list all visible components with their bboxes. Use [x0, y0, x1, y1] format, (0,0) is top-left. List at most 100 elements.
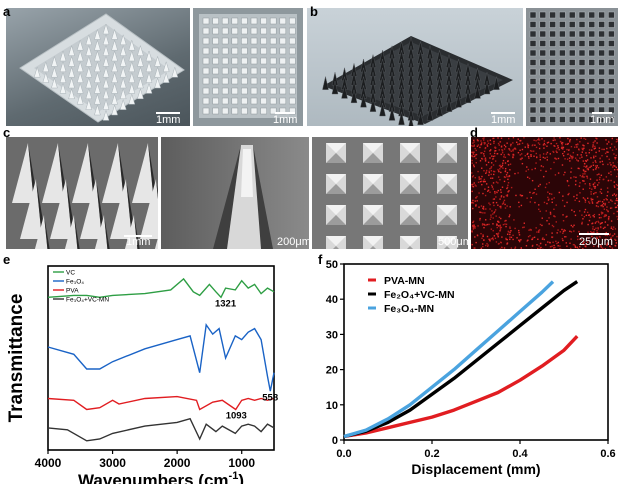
element-dot	[484, 194, 487, 197]
element-dot	[538, 231, 540, 233]
element-dot	[538, 208, 540, 211]
element-dot	[576, 235, 579, 238]
element-dot	[577, 248, 579, 249]
grid-cell	[250, 107, 258, 115]
grid-cell	[529, 49, 537, 57]
grid-cell	[279, 37, 287, 45]
element-dot	[601, 160, 604, 163]
needle-tip	[455, 94, 462, 108]
element-dot	[498, 170, 500, 173]
grid-cell	[529, 68, 537, 76]
element-dot	[602, 205, 604, 208]
element-dot	[484, 147, 487, 150]
element-dot	[607, 163, 609, 166]
element-dot	[499, 228, 502, 230]
element-dot	[600, 222, 602, 224]
grid-cell	[250, 17, 258, 25]
grid-cell	[289, 37, 296, 45]
grid-cell	[289, 77, 296, 85]
grid-cell	[202, 87, 210, 95]
element-dot	[592, 169, 595, 171]
element-dot	[500, 171, 502, 174]
element-dot	[475, 185, 477, 187]
element-dot	[556, 151, 558, 154]
element-dot	[606, 244, 608, 246]
element-dot	[476, 200, 478, 202]
element-dot	[553, 137, 555, 139]
element-dot	[472, 185, 475, 188]
element-dot	[490, 238, 493, 240]
element-dot	[505, 238, 507, 241]
grid-cell	[578, 21, 586, 28]
element-dot	[610, 237, 612, 239]
element-dot	[547, 196, 549, 199]
element-dot	[586, 197, 589, 199]
element-dot	[607, 151, 609, 153]
element-dot	[542, 156, 545, 159]
element-dot	[471, 230, 473, 232]
grid-cell	[241, 27, 248, 35]
element-dot	[486, 144, 488, 146]
grid-cell	[221, 27, 229, 35]
element-dot	[492, 201, 495, 204]
grid-cell	[549, 97, 556, 104]
element-dot	[591, 202, 594, 204]
element-dot	[526, 240, 528, 242]
element-dot	[473, 145, 476, 147]
element-dot	[610, 171, 612, 173]
pyramid-face	[326, 174, 346, 184]
element-dot	[590, 193, 592, 195]
pyramid-face	[363, 215, 383, 225]
element-dot	[492, 155, 495, 158]
element-dot	[587, 237, 590, 239]
element-dot	[576, 194, 578, 196]
element-dot	[610, 179, 612, 182]
element-dot	[472, 152, 474, 155]
element-dot	[599, 236, 601, 238]
needle-tip	[426, 107, 434, 121]
element-dot	[484, 180, 486, 183]
grid-cell	[539, 30, 547, 38]
element-dot	[518, 234, 521, 236]
element-dot	[532, 144, 534, 146]
element-dot	[581, 175, 584, 177]
element-dot	[523, 222, 526, 224]
pyramid-face	[363, 184, 383, 194]
element-dot	[548, 217, 550, 219]
element-dot	[493, 198, 496, 200]
element-dot	[583, 171, 586, 173]
element-dot	[521, 148, 524, 151]
element-dot	[584, 173, 586, 175]
needle-tip	[408, 116, 414, 126]
element-dot	[497, 142, 500, 145]
pyramid-face	[363, 153, 383, 163]
element-dot	[597, 245, 599, 247]
grid-cell	[608, 49, 615, 57]
element-dot	[500, 207, 502, 209]
red-element-map	[471, 137, 618, 249]
element-dot	[539, 158, 542, 161]
element-dot	[484, 224, 486, 226]
pyramid-face	[400, 153, 420, 163]
element-dot	[606, 234, 608, 237]
grid-cell	[221, 37, 229, 45]
element-dot	[579, 182, 581, 184]
grid-cell	[212, 67, 219, 75]
element-dot	[497, 233, 499, 235]
grid-cell	[539, 116, 547, 123]
element-dot	[586, 241, 589, 243]
element-dot	[482, 243, 484, 245]
element-dot	[593, 185, 595, 188]
element-dot	[540, 246, 542, 249]
element-dot	[485, 171, 488, 173]
element-dot	[492, 137, 494, 140]
grid-cell	[279, 47, 287, 55]
element-dot	[584, 208, 587, 211]
grid-cell	[598, 21, 605, 28]
element-dot	[570, 247, 572, 249]
x-tick-label: 4000	[35, 456, 62, 470]
element-dot	[529, 191, 531, 194]
element-dot	[610, 199, 612, 201]
element-dot	[585, 170, 587, 173]
grid-cell	[559, 30, 566, 38]
